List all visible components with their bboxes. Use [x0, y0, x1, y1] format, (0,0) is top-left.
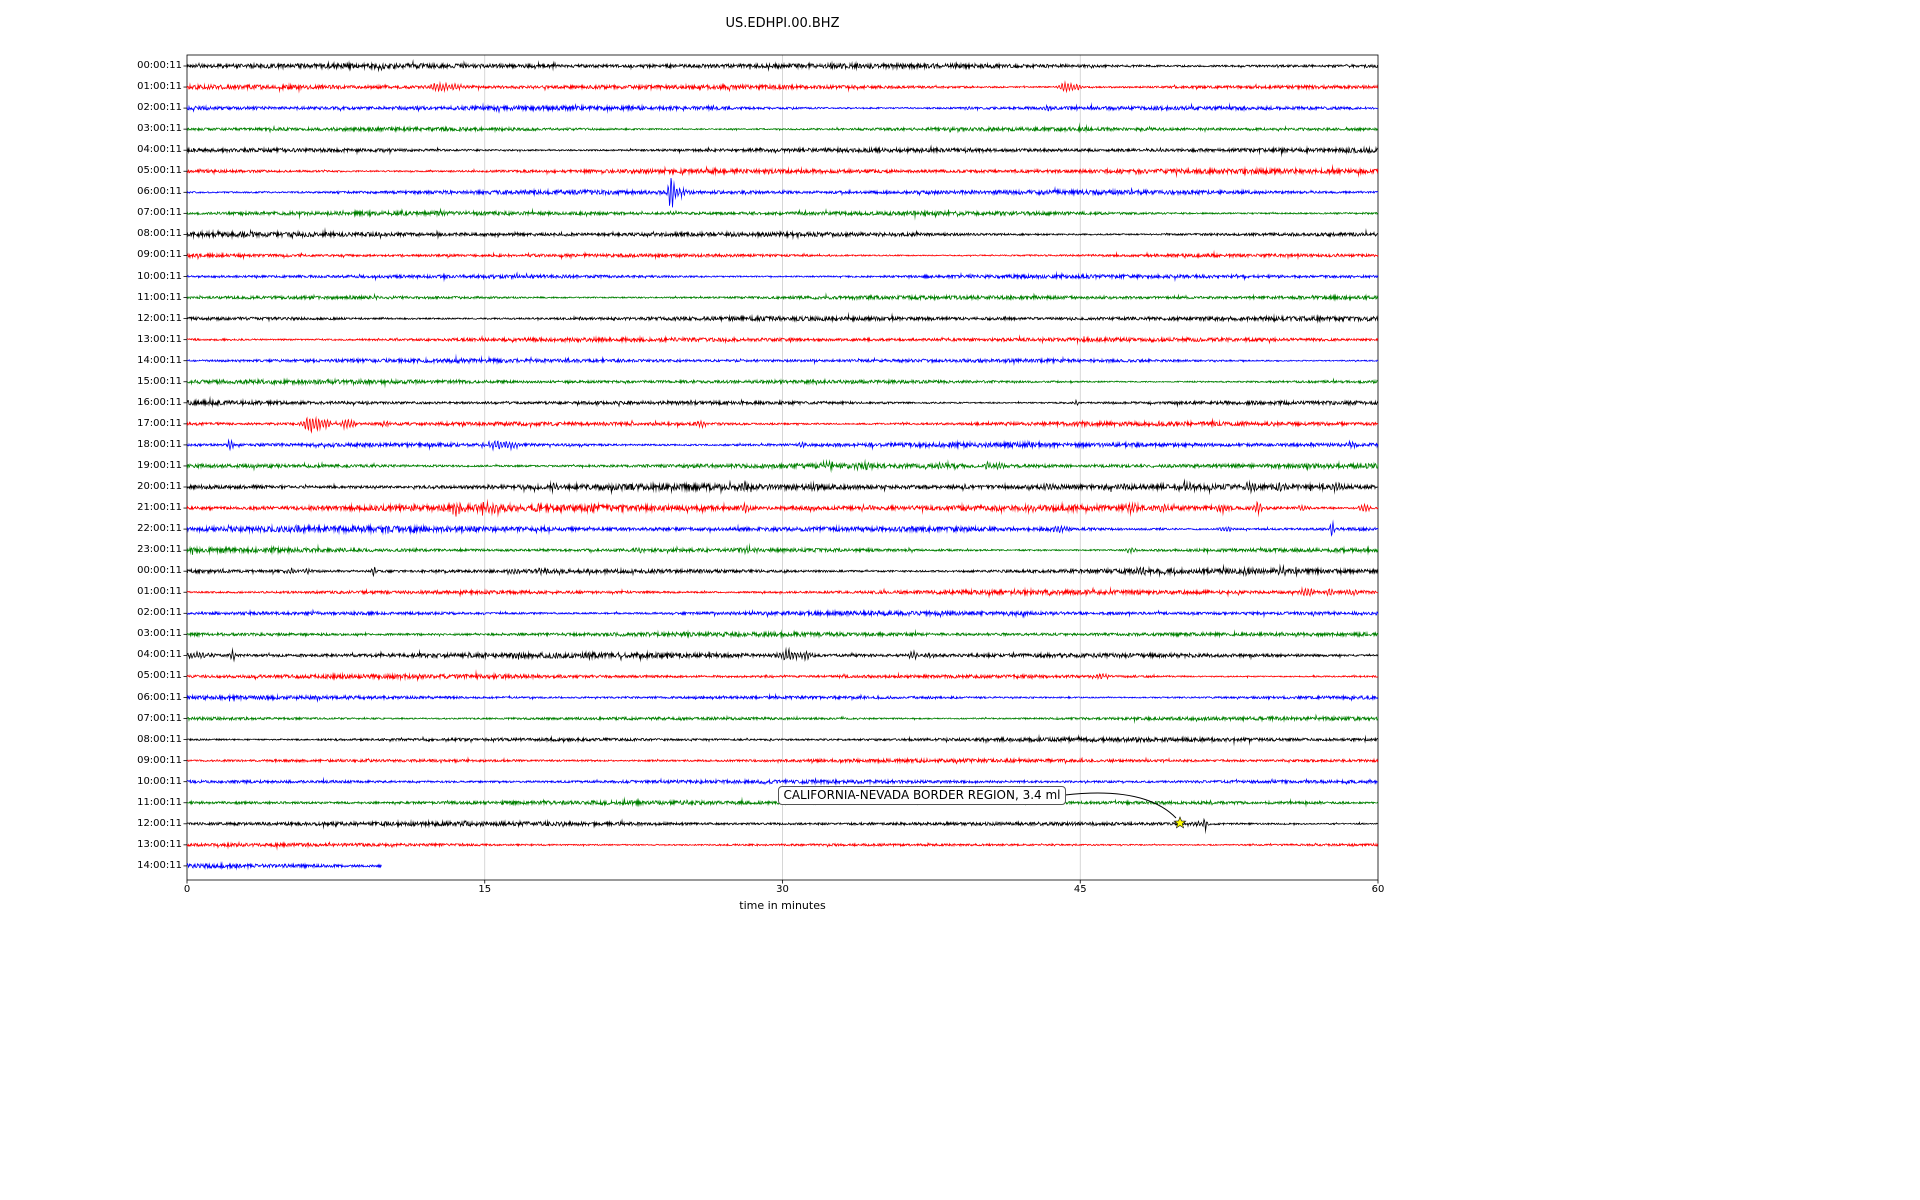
x-axis-label: time in minutes	[739, 899, 826, 912]
row-label-38: 14:00:11	[137, 859, 182, 871]
row-label-36: 12:00:11	[137, 817, 182, 829]
event-star-marker	[1172, 816, 1187, 829]
row-label-20: 20:00:11	[137, 481, 182, 492]
row-label-27: 03:00:11	[137, 628, 182, 640]
row-label-5: 05:00:11	[137, 165, 182, 177]
event-annotation-box: CALIFORNIA-NEVADA BORDER REGION, 3.4 ml	[778, 785, 1066, 805]
row-label-24: 00:00:11	[137, 565, 182, 577]
row-label-29: 05:00:11	[137, 670, 182, 682]
row-label-6: 06:00:11	[137, 186, 182, 198]
row-label-22: 22:00:11	[137, 523, 182, 535]
seismogram-canvas	[0, 0, 1460, 950]
row-label-19: 19:00:11	[137, 459, 182, 471]
row-label-35: 11:00:11	[137, 796, 182, 808]
row-label-31: 07:00:11	[137, 712, 182, 724]
row-label-32: 08:00:11	[137, 733, 182, 745]
row-label-30: 06:00:11	[137, 691, 182, 703]
row-label-34: 10:00:11	[137, 775, 182, 787]
row-label-7: 07:00:11	[137, 207, 182, 219]
row-label-25: 01:00:11	[137, 586, 182, 598]
x-tick-label-45: 45	[1073, 884, 1087, 895]
row-label-14: 14:00:11	[137, 354, 182, 366]
row-label-17: 17:00:11	[137, 417, 182, 429]
row-label-4: 04:00:11	[137, 144, 182, 156]
x-tick-label-30: 30	[776, 884, 789, 895]
row-label-37: 13:00:11	[137, 838, 182, 850]
row-label-18: 18:00:11	[137, 438, 182, 450]
chart-title: US.EDHPI.00.BHZ	[725, 16, 840, 31]
x-tick-label-60: 60	[1371, 884, 1385, 895]
event-annotation-text: CALIFORNIA-NEVADA BORDER REGION, 3.4 ml	[783, 787, 1061, 802]
row-label-11: 11:00:11	[137, 291, 182, 303]
x-tick-label-15: 15	[478, 884, 492, 895]
row-label-8: 08:00:11	[137, 228, 182, 240]
row-label-26: 02:00:11	[137, 607, 182, 619]
row-label-33: 09:00:11	[137, 754, 182, 766]
annotation-arrow	[1064, 792, 1176, 819]
row-label-16: 16:00:11	[137, 396, 182, 408]
row-label-1: 01:00:11	[137, 81, 182, 93]
row-label-15: 15:00:11	[137, 375, 182, 387]
x-tick-label-0: 0	[183, 884, 191, 895]
row-label-13: 13:00:11	[137, 333, 182, 345]
row-label-28: 04:00:11	[137, 649, 182, 661]
row-label-9: 09:00:11	[137, 249, 182, 261]
row-label-3: 03:00:11	[137, 123, 182, 135]
row-label-0: 00:00:11	[137, 60, 182, 71]
row-label-23: 23:00:11	[137, 544, 182, 556]
row-label-12: 12:00:11	[137, 312, 182, 324]
row-label-2: 02:00:11	[137, 102, 182, 114]
row-label-10: 10:00:11	[137, 270, 182, 282]
row-label-21: 21:00:11	[137, 502, 182, 514]
